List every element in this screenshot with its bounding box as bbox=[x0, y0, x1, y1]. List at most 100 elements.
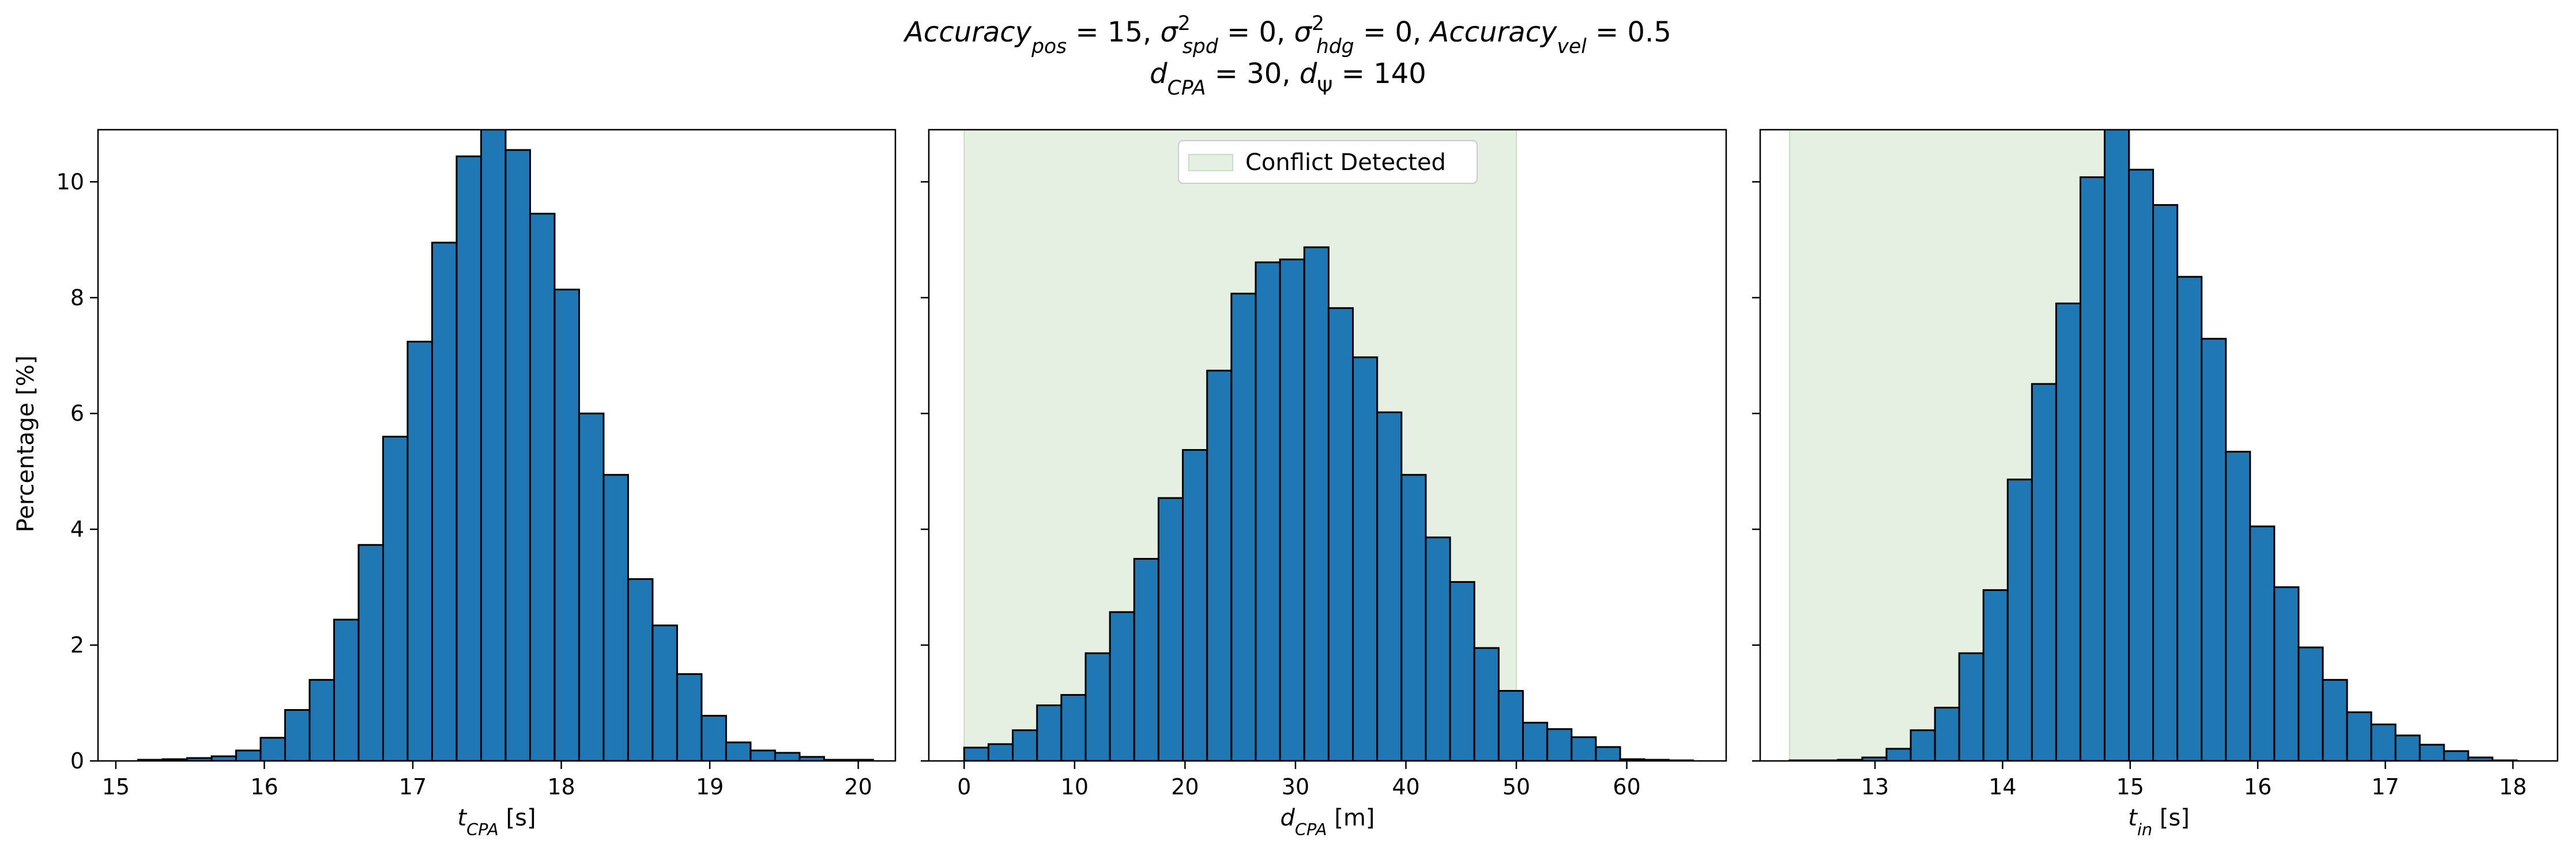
histogram-bar bbox=[455, 155, 482, 761]
panel-t-in: 13 14 15 16 17 18 tin [s] Conflict Detected bbox=[1178, 129, 2559, 839]
x-tick-label: 16 bbox=[250, 774, 278, 800]
x-tick-label: 18 bbox=[2499, 774, 2526, 800]
x-tick-label: 15 bbox=[102, 774, 130, 800]
histogram-bar bbox=[1885, 748, 1912, 761]
legend: Conflict Detected bbox=[1178, 140, 1478, 184]
x-tick-label: 30 bbox=[1282, 774, 1309, 800]
x-tick-label: 15 bbox=[2116, 774, 2144, 800]
histogram-bar bbox=[1279, 258, 1305, 761]
x-tick-label: 20 bbox=[1171, 774, 1199, 800]
histogram-bar bbox=[2322, 678, 2348, 761]
histogram-bar bbox=[1546, 728, 1573, 761]
histogram-bar bbox=[2006, 478, 2033, 761]
x-tick-label: 16 bbox=[2244, 774, 2272, 800]
histogram-bar bbox=[2152, 204, 2179, 761]
x-tick-label: 14 bbox=[1989, 774, 2016, 800]
histogram-bar bbox=[1497, 689, 1524, 761]
histogram-bar bbox=[1303, 246, 1330, 761]
histogram-bar bbox=[725, 741, 752, 761]
histogram-bar bbox=[2055, 302, 2081, 761]
histogram-bar bbox=[1036, 704, 1063, 761]
histogram-bar bbox=[1934, 707, 1960, 761]
histogram-bar bbox=[357, 544, 384, 761]
histogram-bar bbox=[259, 737, 287, 761]
histogram-bar bbox=[2443, 750, 2469, 761]
histogram-bar bbox=[1473, 647, 1500, 761]
histogram-bar bbox=[2273, 586, 2300, 761]
plot-area bbox=[1788, 130, 2518, 761]
histogram-bar bbox=[553, 288, 580, 761]
histogram-bar bbox=[1206, 370, 1233, 761]
histogram-bar bbox=[2249, 525, 2276, 761]
histogram-bar bbox=[651, 624, 678, 761]
histogram-bar bbox=[431, 242, 458, 761]
x-tick-label: 13 bbox=[1861, 774, 1889, 800]
histogram-bar bbox=[1449, 581, 1475, 761]
histogram-bar bbox=[750, 749, 776, 761]
y-tick-label: 4 bbox=[70, 517, 84, 542]
histogram-bar bbox=[627, 578, 654, 761]
y-tick-label: 2 bbox=[70, 632, 84, 658]
histogram-bar bbox=[2201, 338, 2227, 761]
figure-title-line-1: Accuracypos = 15, σ2 spd = 0, σ2 hdg = 0, … bbox=[903, 12, 1671, 58]
histogram-bar bbox=[1376, 411, 1403, 761]
histogram-bar bbox=[1084, 652, 1111, 761]
histogram-bar bbox=[2298, 646, 2324, 761]
axes-frame bbox=[97, 129, 897, 762]
y-tick-label: 8 bbox=[70, 285, 84, 310]
histogram-bar bbox=[1958, 652, 1984, 761]
histogram-bar bbox=[1133, 557, 1159, 761]
y-tick-label: 6 bbox=[70, 401, 84, 426]
histogram-bar bbox=[1400, 474, 1427, 761]
histogram-bar bbox=[2346, 711, 2372, 761]
histogram-bar bbox=[602, 474, 629, 761]
histogram-bar bbox=[676, 673, 703, 761]
y-tick-label: 0 bbox=[70, 748, 84, 774]
x-tick-label: 17 bbox=[2371, 774, 2399, 800]
histogram-bar bbox=[1327, 307, 1354, 761]
y-axis-label: Percentage [%] bbox=[13, 356, 39, 533]
x-axis-label: tCPA [s] bbox=[457, 805, 536, 839]
histogram-bar bbox=[987, 743, 1014, 761]
x-tick-label: 10 bbox=[1061, 774, 1089, 800]
histogram-bar bbox=[2419, 744, 2445, 761]
x-tick-label: 0 bbox=[957, 774, 971, 800]
histogram-bar bbox=[1595, 746, 1621, 761]
histogram-bar bbox=[1522, 722, 1549, 761]
histogram-bar bbox=[284, 709, 311, 761]
histogram-bar bbox=[1060, 693, 1087, 761]
histogram-bar bbox=[1157, 497, 1184, 761]
histogram-bar bbox=[2370, 723, 2397, 761]
histogram-bar bbox=[1571, 736, 1597, 761]
histogram-bar bbox=[963, 747, 989, 761]
histogram-bar bbox=[1230, 292, 1257, 761]
histogram-bar bbox=[1182, 449, 1208, 761]
histogram-bar bbox=[529, 213, 556, 761]
y-tick-label: 10 bbox=[57, 169, 84, 194]
legend-label: Conflict Detected bbox=[1245, 149, 1446, 176]
histogram-bar bbox=[1982, 589, 2009, 761]
histogram-bar bbox=[235, 749, 262, 761]
histogram-bar bbox=[2394, 734, 2421, 761]
x-tick-label: 17 bbox=[399, 774, 427, 800]
histogram-bar bbox=[578, 412, 605, 761]
histogram-bar bbox=[406, 341, 433, 761]
plot-area bbox=[137, 130, 874, 761]
histogram-bar bbox=[2176, 276, 2203, 761]
histogram-bar bbox=[504, 149, 531, 761]
histogram-bar bbox=[2225, 451, 2251, 761]
panel-t-cpa: 15 16 17 18 19 20 0 2 4 6 8 10 tCPA [s] bbox=[57, 129, 897, 839]
plot-area bbox=[963, 130, 1694, 761]
histogram-bar bbox=[480, 130, 507, 761]
histogram-bar bbox=[2079, 176, 2106, 761]
histogram-bar bbox=[1109, 611, 1135, 761]
legend-box bbox=[1178, 140, 1478, 184]
axes-frame bbox=[928, 129, 1727, 762]
x-tick-label: 40 bbox=[1392, 774, 1419, 800]
histogram-bar bbox=[333, 619, 360, 761]
figure-title-line-2: dCPA = 30, dΨ = 140 bbox=[1150, 58, 1426, 100]
histogram-bar bbox=[382, 435, 409, 761]
histogram-bar bbox=[774, 752, 801, 761]
histogram-bar bbox=[2127, 168, 2155, 761]
